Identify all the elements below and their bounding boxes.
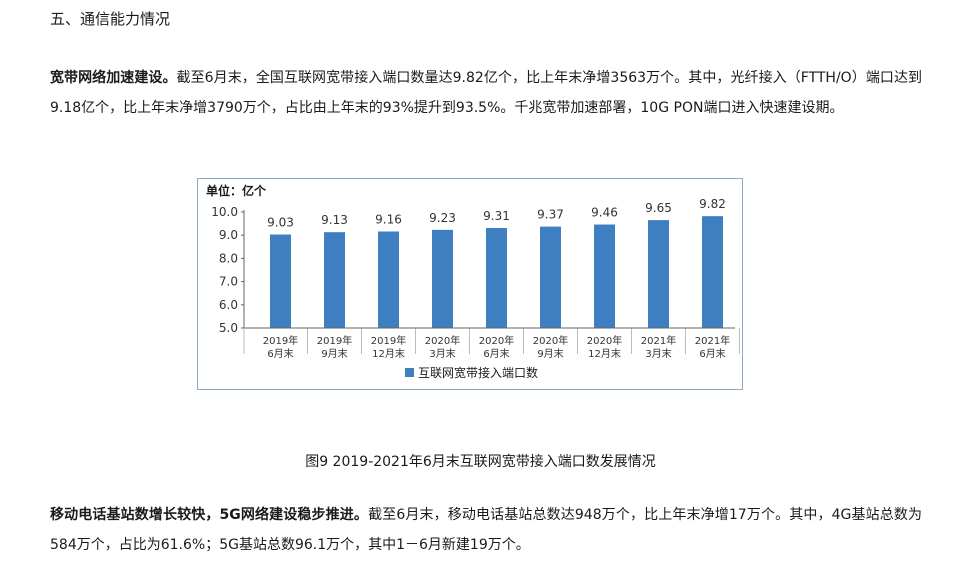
- bar: [378, 231, 399, 328]
- y-tick-label: 8.0: [219, 251, 238, 265]
- bars: 9.03 9.13 9.16 9.23 9.31 9.37 9.46 9.65 9.82: [267, 197, 726, 328]
- x-tick-label: 2020年 3月末: [425, 334, 460, 360]
- paragraph-base-stations-lead: 移动电话基站数增长较快，5G网络建设稳步推进。: [50, 507, 369, 523]
- bar-chart: 单位：亿个 10.0 9.0 8.0 7.0 6.0 5.0 9.03 9.13 9.16 9.…: [197, 178, 743, 390]
- bar-value-label: 9.03: [267, 216, 294, 230]
- bar-value-label: 9.65: [645, 201, 672, 215]
- legend-label: 互联网宽带接入端口数: [418, 365, 538, 380]
- x-tick-label: 2019年 6月末: [263, 334, 298, 360]
- bar: [594, 224, 615, 328]
- y-tick-label: 10.0: [211, 205, 238, 219]
- paragraph-base-stations: 移动电话基站数增长较快，5G网络建设稳步推进。截至6月末，移动电话基站总数达94…: [50, 500, 922, 560]
- chart-legend: 互联网宽带接入端口数: [405, 365, 538, 380]
- bar: [486, 228, 507, 328]
- bar: [432, 229, 453, 328]
- bar-chart-svg: 单位：亿个 10.09.08.07.06.05.0 9.03 9.13 9.16 9.…: [206, 183, 740, 380]
- paragraph-broadband: 宽带网络加速建设。截至6月末，全国互联网宽带接入端口数量达9.82亿个，比上年末…: [50, 63, 922, 123]
- bar-value-label: 9.13: [321, 213, 348, 227]
- y-axis: 10.0 9.0 8.0 7.0 6.0 5.0: [211, 205, 245, 335]
- x-tick-label: 2020年 6月末: [479, 334, 514, 360]
- figure-caption: 图9 2019-2021年6月末互联网宽带接入端口数发展情况: [305, 454, 656, 470]
- paragraph-broadband-lead: 宽带网络加速建设。: [50, 70, 177, 86]
- bar-value-label: 9.46: [591, 206, 618, 220]
- x-tick-label: 2019年 12月末: [371, 334, 406, 360]
- paragraph-base-stations-body: 截至6月末，移动电话基站总数达948万个，比上年末净增17万个。其中，4G基站总…: [50, 507, 923, 553]
- bar-value-label: 9.16: [375, 212, 402, 226]
- bar: [324, 232, 345, 328]
- bar-value-label: 9.31: [483, 209, 510, 223]
- bar-value-label: 9.37: [537, 208, 564, 222]
- bar: [702, 216, 723, 328]
- y-tick-label: 7.0: [219, 275, 238, 289]
- y-tick-label: 9.0: [219, 228, 238, 242]
- x-tick-label: 2021年 3月末: [641, 334, 676, 360]
- y-tick-label: 6.0: [219, 298, 238, 312]
- chart-unit-label: 单位：亿个: [206, 183, 267, 198]
- bar: [270, 234, 291, 328]
- bar: [648, 220, 669, 328]
- y-tick-label: 5.0: [219, 321, 238, 335]
- bar-value-label: 9.82: [699, 197, 726, 211]
- x-tick-label: 2021年 6月末: [695, 334, 730, 360]
- legend-swatch: [405, 368, 414, 377]
- x-axis: 2019年 6月末 2019年 9月末 2019年 12月末 2020年 3月末 2020年 6月…: [243, 327, 740, 360]
- paragraph-broadband-body: 截至6月末，全国互联网宽带接入端口数量达9.82亿个，比上年末净增3563万个。…: [50, 70, 922, 116]
- x-tick-label: 2019年 9月末: [317, 334, 352, 360]
- section-heading: 五、通信能力情况: [50, 10, 171, 28]
- bar-value-label: 9.23: [429, 211, 456, 225]
- bar: [540, 226, 561, 328]
- x-tick-label: 2020年 12月末: [587, 334, 622, 360]
- x-tick-label: 2020年 9月末: [533, 334, 568, 360]
